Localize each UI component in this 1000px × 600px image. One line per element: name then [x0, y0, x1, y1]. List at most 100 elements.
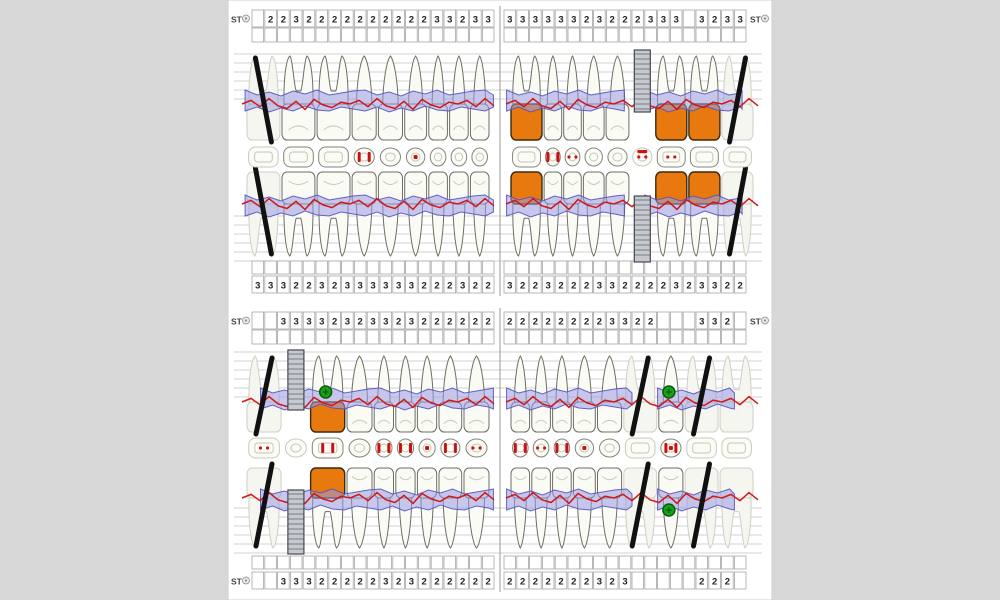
- occlusal-view-tooth[interactable]: [532, 438, 550, 458]
- tooth[interactable]: [449, 171, 469, 257]
- st-cell-blank[interactable]: [417, 260, 431, 275]
- st-cell-blank[interactable]: [264, 555, 277, 570]
- st-cell-value[interactable]: 3: [405, 311, 418, 330]
- occlusal-view-tooth[interactable]: [283, 146, 314, 168]
- st-cell-blank[interactable]: [670, 260, 683, 275]
- st-cell-value[interactable]: 3: [618, 571, 632, 590]
- st-cell-value[interactable]: 2: [631, 311, 645, 330]
- st-cell-blank[interactable]: [341, 555, 354, 570]
- st-cell-blank[interactable]: [734, 260, 747, 275]
- st-cell-value[interactable]: 2: [302, 275, 316, 294]
- st-cell-blank[interactable]: [644, 27, 657, 43]
- st-cell-blank[interactable]: [695, 555, 709, 570]
- tooth[interactable]: [510, 55, 543, 141]
- st-cell-blank[interactable]: [721, 329, 734, 345]
- st-cell-value[interactable]: [682, 571, 696, 590]
- st-cell-value[interactable]: 3: [606, 275, 619, 294]
- occlusal-view-tooth[interactable]: [660, 438, 682, 458]
- st-cell-value[interactable]: 2: [353, 571, 367, 590]
- st-cell-value[interactable]: 3: [516, 9, 529, 28]
- st-cell-value[interactable]: 3: [315, 275, 329, 294]
- st-cell-blank[interactable]: [593, 260, 606, 275]
- st-cell-value[interactable]: 3: [503, 275, 517, 294]
- st-cell-blank[interactable]: [405, 27, 418, 43]
- st-cell-value[interactable]: 2: [631, 9, 645, 28]
- st-cell-value[interactable]: 3: [315, 311, 329, 330]
- st-cell-value[interactable]: 2: [379, 9, 393, 28]
- st-cell-blank[interactable]: [567, 555, 581, 570]
- st-cell-value[interactable]: 3: [469, 9, 482, 28]
- occlusal-view-tooth[interactable]: [429, 147, 447, 167]
- st-cell-value[interactable]: 3: [593, 275, 606, 294]
- occlusal-view-tooth[interactable]: [284, 438, 307, 458]
- st-cell-blank[interactable]: [353, 329, 367, 345]
- st-cell-blank[interactable]: [631, 329, 645, 345]
- st-cell-value[interactable]: 2: [644, 311, 657, 330]
- st-cell-blank[interactable]: [251, 555, 265, 570]
- st-cell-value[interactable]: [657, 571, 670, 590]
- occlusal-view-tooth[interactable]: [624, 437, 656, 459]
- st-cell-value[interactable]: 3: [430, 9, 444, 28]
- st-cell-blank[interactable]: [315, 329, 329, 345]
- st-cell-value[interactable]: [734, 311, 747, 330]
- st-cell-value[interactable]: 2: [417, 311, 431, 330]
- st-cell-value[interactable]: 2: [529, 275, 542, 294]
- st-cell-value[interactable]: 2: [328, 311, 341, 330]
- st-cell-blank[interactable]: [503, 260, 517, 275]
- st-cell-blank[interactable]: [443, 260, 457, 275]
- occlusal-view-tooth[interactable]: [248, 146, 279, 168]
- occlusal-view-tooth[interactable]: [689, 146, 719, 168]
- st-cell-blank[interactable]: [289, 555, 303, 570]
- st-cell-blank[interactable]: [708, 27, 721, 43]
- st-cell-blank[interactable]: [264, 27, 277, 43]
- st-cell-blank[interactable]: [721, 27, 734, 43]
- occlusal-view-tooth[interactable]: [375, 438, 393, 458]
- st-cell-blank[interactable]: [503, 27, 517, 43]
- st-cell-value[interactable]: 3: [529, 9, 542, 28]
- st-cell-value[interactable]: 2: [353, 9, 367, 28]
- st-cell-blank[interactable]: [302, 260, 316, 275]
- st-cell-blank[interactable]: [277, 260, 290, 275]
- st-cell-blank[interactable]: [657, 329, 670, 345]
- st-cell-value[interactable]: 2: [443, 311, 457, 330]
- occlusal-view-tooth[interactable]: [584, 147, 603, 167]
- st-cell-value[interactable]: [734, 571, 747, 590]
- st-cell-value[interactable]: 3: [379, 311, 393, 330]
- st-cell-value[interactable]: 2: [456, 9, 469, 28]
- st-cell-blank[interactable]: [417, 329, 431, 345]
- st-cell-blank[interactable]: [277, 329, 290, 345]
- st-cell-value[interactable]: 3: [405, 571, 418, 590]
- st-cell-blank[interactable]: [708, 260, 721, 275]
- st-cell-blank[interactable]: [503, 555, 517, 570]
- st-cell-value[interactable]: 2: [469, 311, 482, 330]
- st-cell-value[interactable]: 3: [392, 275, 405, 294]
- st-cell-value[interactable]: 2: [481, 311, 495, 330]
- st-cell-value[interactable]: [682, 311, 696, 330]
- st-cell-blank[interactable]: [379, 555, 393, 570]
- st-cell-value[interactable]: 3: [618, 311, 632, 330]
- apex-marker-green[interactable]: [318, 385, 333, 399]
- missing-tooth-line[interactable]: [727, 165, 748, 257]
- st-cell-value[interactable]: 3: [341, 275, 354, 294]
- tooth[interactable]: [316, 55, 351, 141]
- st-cell-value[interactable]: [657, 311, 670, 330]
- st-cell-value[interactable]: 2: [682, 275, 696, 294]
- st-cell-value[interactable]: 3: [593, 571, 606, 590]
- st-cell-blank[interactable]: [481, 329, 495, 345]
- st-cell-blank[interactable]: [405, 555, 418, 570]
- st-cell-value[interactable]: 3: [644, 9, 657, 28]
- st-cell-blank[interactable]: [289, 27, 303, 43]
- occlusal-view-tooth[interactable]: [599, 438, 621, 458]
- occlusal-view-tooth[interactable]: [465, 438, 488, 458]
- st-cell-blank[interactable]: [516, 555, 529, 570]
- st-cell-blank[interactable]: [456, 260, 469, 275]
- st-cell-value[interactable]: 2: [516, 275, 529, 294]
- st-cell-blank[interactable]: [417, 555, 431, 570]
- st-cell-value[interactable]: 3: [277, 311, 290, 330]
- st-cell-blank[interactable]: [734, 329, 747, 345]
- occlusal-view-tooth[interactable]: [723, 146, 752, 168]
- st-cell-value[interactable]: 2: [392, 571, 405, 590]
- st-cell-blank[interactable]: [392, 27, 405, 43]
- occlusal-view-tooth[interactable]: [379, 147, 401, 167]
- st-cell-blank[interactable]: [708, 329, 721, 345]
